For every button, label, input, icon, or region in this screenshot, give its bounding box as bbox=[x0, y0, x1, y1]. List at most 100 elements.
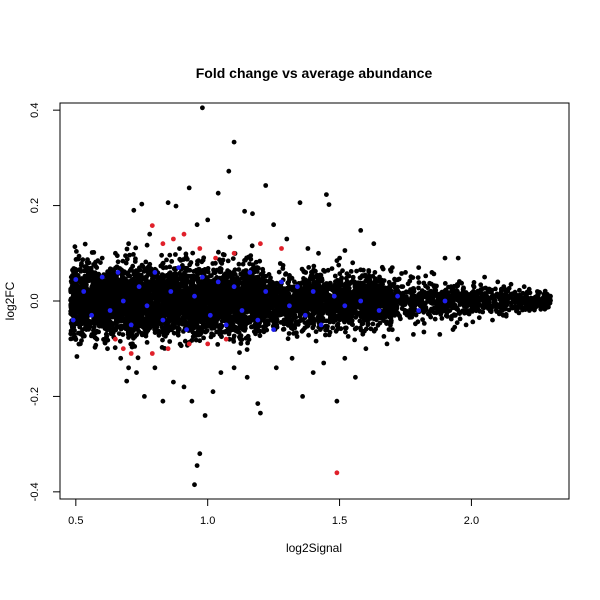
data-point-black bbox=[167, 264, 173, 270]
data-point-black bbox=[96, 271, 102, 277]
data-point-black bbox=[360, 331, 366, 337]
data-point-black bbox=[343, 329, 348, 335]
data-point-black bbox=[306, 265, 312, 270]
data-point-black bbox=[244, 347, 250, 352]
data-point-black bbox=[313, 338, 319, 344]
data-point-black bbox=[117, 338, 123, 344]
data-point-black bbox=[476, 307, 481, 313]
data-point-black bbox=[245, 320, 251, 326]
data-point-black bbox=[379, 264, 385, 270]
data-point-black bbox=[517, 287, 522, 293]
data-point-black bbox=[195, 271, 201, 277]
data-point-black bbox=[444, 310, 449, 315]
data-point-black bbox=[227, 234, 233, 240]
data-point-black bbox=[159, 252, 165, 258]
data-point-black bbox=[526, 286, 532, 292]
data-point-black bbox=[260, 269, 266, 275]
data-point-black bbox=[321, 267, 326, 273]
data-point-black bbox=[308, 277, 314, 282]
data-point-black bbox=[313, 329, 319, 335]
data-point-black bbox=[370, 273, 376, 279]
data-point-black bbox=[144, 242, 150, 248]
data-point-black bbox=[506, 307, 512, 313]
data-point-black bbox=[432, 316, 438, 322]
data-point-black bbox=[480, 309, 486, 315]
data-point-black bbox=[139, 330, 145, 336]
data-point-black bbox=[399, 271, 404, 276]
data-point-black bbox=[357, 318, 363, 324]
data-point-black bbox=[358, 267, 363, 273]
data-point-black bbox=[285, 336, 291, 342]
data-point-black bbox=[335, 280, 341, 285]
data-point-black bbox=[201, 255, 207, 261]
data-point-black bbox=[143, 259, 149, 265]
data-point-black bbox=[439, 316, 445, 321]
data-point-black bbox=[337, 271, 343, 277]
data-point-black bbox=[381, 334, 387, 339]
data-point-black bbox=[366, 268, 372, 273]
data-point-black bbox=[249, 243, 255, 249]
data-point-black bbox=[82, 241, 88, 247]
data-point-black bbox=[470, 319, 476, 325]
data-point-black bbox=[94, 265, 100, 270]
data-point-black bbox=[236, 261, 242, 267]
data-point-black bbox=[420, 317, 425, 322]
data-point-black bbox=[372, 279, 378, 284]
data-point-black bbox=[93, 342, 99, 348]
data-point-black bbox=[77, 324, 83, 330]
data-point-black bbox=[417, 291, 423, 296]
data-point-black bbox=[184, 256, 190, 262]
data-point-black bbox=[415, 275, 421, 280]
data-point-black bbox=[242, 258, 247, 263]
data-point-black bbox=[98, 284, 104, 290]
points-layer bbox=[68, 105, 553, 488]
data-point-black bbox=[173, 252, 178, 257]
data-point-black bbox=[494, 309, 500, 314]
data-point-black bbox=[336, 262, 342, 268]
data-point-black bbox=[239, 337, 245, 342]
data-point-black bbox=[339, 275, 344, 281]
data-point-black bbox=[416, 280, 422, 285]
data-point-black bbox=[345, 334, 351, 339]
data-point-black bbox=[283, 272, 288, 277]
data-point-black bbox=[285, 285, 291, 291]
data-point-black bbox=[164, 257, 169, 263]
data-point-black bbox=[147, 261, 153, 267]
data-point-black bbox=[248, 253, 254, 258]
data-point-black bbox=[278, 320, 284, 325]
data-point-black bbox=[232, 267, 238, 273]
data-point-black bbox=[352, 337, 357, 343]
data-point-black bbox=[177, 246, 182, 252]
data-point-black bbox=[502, 304, 508, 310]
data-point-black bbox=[419, 296, 424, 301]
data-point-black bbox=[175, 332, 181, 338]
data-point-black bbox=[270, 304, 275, 310]
data-point-black bbox=[215, 342, 221, 347]
data-point-black bbox=[94, 328, 100, 334]
data-point-black bbox=[348, 269, 354, 274]
data-point-black bbox=[459, 280, 464, 286]
data-point-black bbox=[74, 249, 79, 254]
data-point-black bbox=[346, 273, 352, 279]
data-point-black bbox=[160, 260, 166, 266]
data-point-black bbox=[221, 329, 227, 335]
data-point-black bbox=[289, 275, 295, 281]
data-point-black bbox=[167, 252, 173, 258]
data-point-black bbox=[363, 326, 369, 332]
data-point-black bbox=[407, 278, 413, 284]
data-point-black bbox=[134, 332, 140, 338]
data-point-black bbox=[317, 327, 323, 332]
data-point-black bbox=[453, 312, 458, 318]
data-point-black bbox=[428, 281, 434, 287]
data-point-black bbox=[423, 273, 429, 279]
data-point-black bbox=[276, 269, 282, 275]
data-point-black bbox=[71, 332, 77, 337]
data-point-black bbox=[196, 266, 202, 272]
data-point-black bbox=[329, 266, 335, 271]
data-point-black bbox=[310, 325, 316, 331]
data-point-black bbox=[400, 284, 406, 289]
data-point-black bbox=[169, 259, 175, 264]
data-point-black bbox=[112, 345, 118, 351]
data-point-black bbox=[446, 284, 451, 290]
